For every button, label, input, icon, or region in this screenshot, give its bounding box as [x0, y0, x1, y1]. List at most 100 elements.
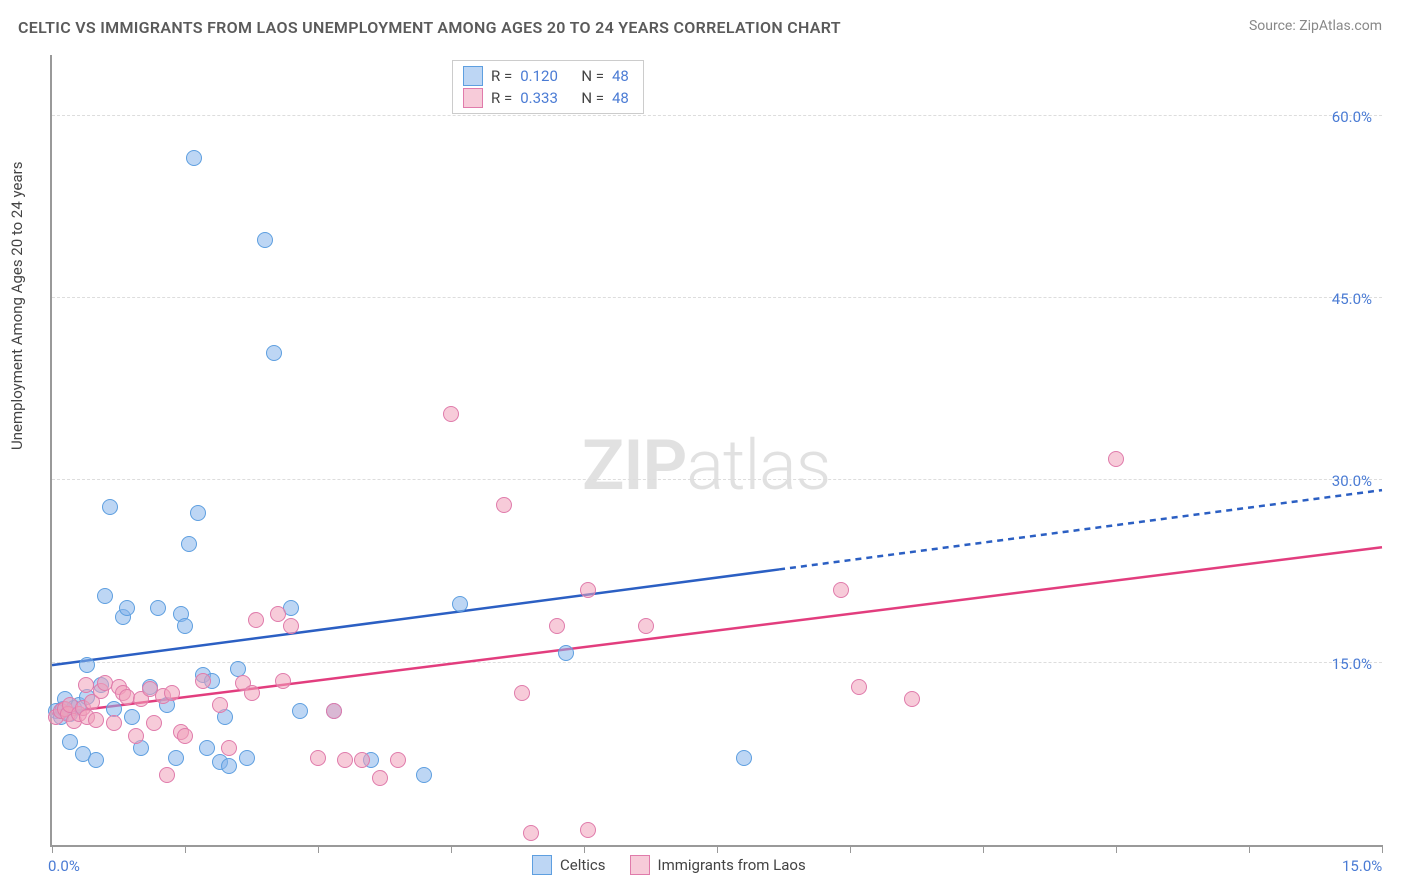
x-tick [1382, 845, 1383, 853]
data-point [580, 582, 596, 598]
plot-area: ZIPatlas R = 0.120 N = 48 R = 0.333 N = … [50, 55, 1382, 847]
data-point [79, 657, 95, 673]
data-point [496, 497, 512, 513]
data-point [181, 536, 197, 552]
data-point [124, 709, 140, 725]
data-point [244, 685, 260, 701]
swatch-pink [463, 88, 483, 108]
chart-title: CELTIC VS IMMIGRANTS FROM LAOS UNEMPLOYM… [18, 18, 841, 37]
data-point [523, 825, 539, 841]
source-credit: Source: ZipAtlas.com [1249, 18, 1382, 34]
data-point [88, 712, 104, 728]
data-point [221, 758, 237, 774]
y-tick-label: 45.0% [1332, 290, 1372, 308]
data-point [270, 606, 286, 622]
data-point [257, 232, 273, 248]
data-point [558, 645, 574, 661]
data-point [150, 600, 166, 616]
gridline-h [52, 297, 1382, 298]
data-point [119, 600, 135, 616]
data-point [549, 618, 565, 634]
data-point [97, 588, 113, 604]
data-point [443, 406, 459, 422]
x-tick [318, 845, 319, 853]
gridline-h [52, 115, 1382, 116]
gridline-h [52, 479, 1382, 480]
data-point [851, 679, 867, 695]
data-point [159, 767, 175, 783]
data-point [326, 703, 342, 719]
data-point [283, 618, 299, 634]
y-tick-label: 15.0% [1332, 655, 1372, 673]
data-point [212, 697, 228, 713]
swatch-blue [532, 855, 552, 875]
source-prefix: Source: [1249, 18, 1299, 34]
data-point [390, 752, 406, 768]
data-point [372, 770, 388, 786]
data-point [106, 715, 122, 731]
data-point [230, 661, 246, 677]
y-axis-label: Unemployment Among Ages 20 to 24 years [8, 162, 26, 450]
data-point [177, 728, 193, 744]
gridline-h [52, 662, 1382, 663]
data-point [310, 750, 326, 766]
data-point [354, 752, 370, 768]
data-point [292, 703, 308, 719]
y-tick-label: 60.0% [1332, 108, 1372, 126]
data-point [736, 750, 752, 766]
legend-stats: R = 0.120 N = 48 R = 0.333 N = 48 [452, 60, 644, 114]
data-point [266, 345, 282, 361]
legend-label: Immigrants from Laos [658, 856, 806, 874]
x-tick-label: 0.0% [48, 857, 80, 875]
x-tick-label: 15.0% [1342, 857, 1382, 875]
data-point [904, 691, 920, 707]
data-point [239, 750, 255, 766]
r-label: R = [491, 89, 512, 107]
source-link[interactable]: ZipAtlas.com [1299, 18, 1382, 34]
n-value-pink: 48 [612, 89, 629, 107]
data-point [275, 673, 291, 689]
legend-series: Celtics Immigrants from Laos [532, 855, 806, 875]
data-point [833, 582, 849, 598]
swatch-pink [630, 855, 650, 875]
data-point [221, 740, 237, 756]
swatch-blue [463, 66, 483, 86]
x-tick [185, 845, 186, 853]
data-point [199, 740, 215, 756]
n-value-blue: 48 [612, 67, 629, 85]
data-point [128, 728, 144, 744]
data-point [337, 752, 353, 768]
legend-label: Celtics [560, 856, 606, 874]
data-point [78, 677, 94, 693]
n-label: N = [581, 89, 604, 107]
data-point [62, 734, 78, 750]
n-label: N = [581, 67, 604, 85]
data-point [580, 822, 596, 838]
x-tick [52, 845, 53, 853]
data-point [1108, 451, 1124, 467]
r-value-blue: 0.120 [520, 67, 558, 85]
data-point [146, 715, 162, 731]
data-point [190, 505, 206, 521]
legend-item-laos: Immigrants from Laos [630, 855, 806, 875]
data-point [452, 596, 468, 612]
data-point [195, 673, 211, 689]
r-label: R = [491, 67, 512, 85]
data-point [416, 767, 432, 783]
legend-item-celtics: Celtics [532, 855, 606, 875]
data-point [177, 618, 193, 634]
data-point [514, 685, 530, 701]
data-point [638, 618, 654, 634]
data-point [88, 752, 104, 768]
x-tick [1249, 845, 1250, 853]
data-point [186, 150, 202, 166]
x-tick [1116, 845, 1117, 853]
x-tick [850, 845, 851, 853]
legend-stats-row-blue: R = 0.120 N = 48 [463, 65, 629, 87]
r-value-pink: 0.333 [520, 89, 558, 107]
watermark: ZIPatlas [582, 425, 830, 507]
x-tick [584, 845, 585, 853]
data-point [248, 612, 264, 628]
data-point [102, 499, 118, 515]
legend-stats-row-pink: R = 0.333 N = 48 [463, 87, 629, 109]
